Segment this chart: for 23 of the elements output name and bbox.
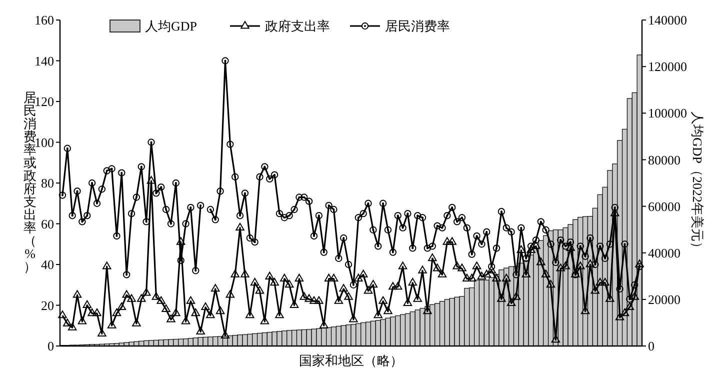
y2-axis-title: 人均GDP（2022年美元） — [690, 111, 705, 255]
y2-tick-label: 120000 — [648, 59, 687, 74]
y-tick-label: 20 — [41, 298, 54, 313]
y2-tick-label: 0 — [648, 338, 654, 354]
y2-tick-label: 80000 — [648, 152, 680, 168]
y-tick-label: 160 — [34, 12, 54, 28]
y2-tick-label: 20000 — [648, 292, 680, 307]
y-tick-label: 120 — [34, 94, 54, 110]
text: 居民消费率或政府支出率（%） — [24, 90, 36, 274]
y-tick-label: 40 — [41, 257, 54, 272]
y2-tick-label: 100000 — [648, 106, 687, 121]
y2-tick-label: 140000 — [648, 12, 687, 28]
y-tick-label: 60 — [41, 216, 54, 232]
y-tick-label: 100 — [34, 134, 54, 150]
legend-label: 政府支出率 — [265, 18, 330, 34]
y2-tick-label: 40000 — [648, 245, 680, 260]
y-tick-label: 80 — [41, 176, 54, 191]
y2-tick-label: 60000 — [648, 198, 680, 214]
x-axis-title: 国家和地区（略） — [299, 353, 403, 368]
y-tick-label: 0 — [48, 338, 54, 354]
legend-label: 人均GDP — [145, 18, 198, 34]
legend-label: 居民消费率 — [385, 18, 450, 34]
y-tick-label: 140 — [34, 53, 54, 68]
